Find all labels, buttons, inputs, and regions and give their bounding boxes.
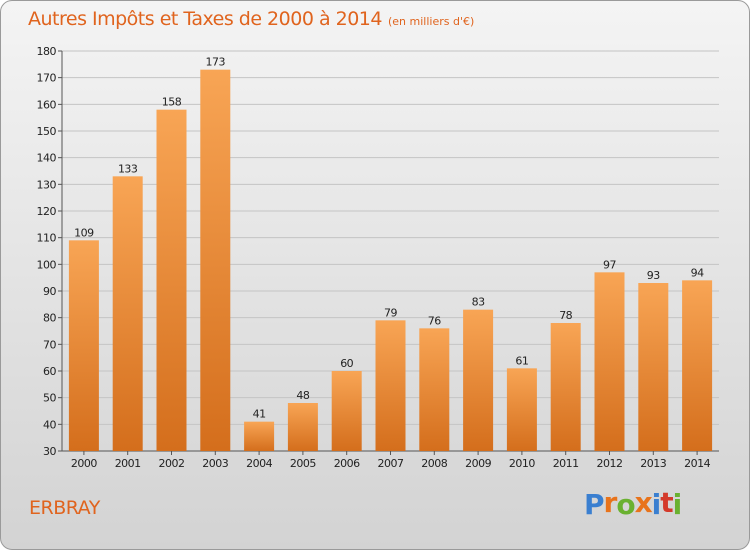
y-tick-label: 40 xyxy=(43,418,56,431)
x-tick-label: 2007 xyxy=(378,457,404,470)
x-tick-label: 2004 xyxy=(246,457,272,470)
value-label: 133 xyxy=(118,162,138,175)
bar xyxy=(419,328,450,451)
x-tick-label: 2011 xyxy=(553,457,579,470)
value-label: 83 xyxy=(472,296,485,309)
y-tick-label: 140 xyxy=(37,152,57,165)
bar xyxy=(682,280,713,451)
x-tick-label: 2001 xyxy=(115,457,141,470)
chart-title: Autres Impôts et Taxes de 2000 à 2014 (en… xyxy=(28,8,474,30)
logo-letter: o xyxy=(616,488,635,521)
value-label: 61 xyxy=(515,354,528,367)
y-tick-label: 90 xyxy=(43,285,56,298)
logo-letter: t xyxy=(660,486,673,519)
y-tick-label: 120 xyxy=(37,205,57,218)
value-labels: 109 133 158 173 41 48 60 79 76 83 61 78 97 93 94 xyxy=(74,56,704,421)
logo-letter: P xyxy=(584,488,605,521)
y-tick-label: 100 xyxy=(37,258,57,271)
value-label: 60 xyxy=(340,357,353,370)
value-label: 97 xyxy=(603,258,616,271)
value-label: 158 xyxy=(162,96,182,109)
bar xyxy=(375,320,406,451)
x-tick-label: 2000 xyxy=(71,457,97,470)
value-label: 78 xyxy=(559,309,572,322)
bar xyxy=(638,283,669,451)
value-label: 41 xyxy=(253,408,266,421)
value-label: 94 xyxy=(691,266,704,279)
y-tick-label: 170 xyxy=(37,72,57,85)
x-tick-label: 2002 xyxy=(159,457,185,470)
y-tick-label: 30 xyxy=(43,445,56,458)
bar xyxy=(68,240,99,451)
bar xyxy=(112,176,143,452)
y-tick-label: 150 xyxy=(37,125,57,138)
commune-name: ERBRAY xyxy=(29,497,100,519)
x-tick-label: 2006 xyxy=(334,457,360,470)
y-tick-label: 160 xyxy=(37,98,57,111)
bars xyxy=(68,69,713,452)
value-label: 79 xyxy=(384,306,397,319)
y-tick-label: 80 xyxy=(43,312,56,325)
value-label: 76 xyxy=(428,314,441,327)
proxiti-logo[interactable]: Proxiti xyxy=(584,486,683,521)
bar xyxy=(156,109,187,452)
x-tick-label: 2008 xyxy=(421,457,447,470)
y-tick-label: 70 xyxy=(43,338,56,351)
logo-letter: r xyxy=(603,486,618,519)
bar xyxy=(550,323,581,451)
bar xyxy=(463,309,494,451)
logo-letter: x xyxy=(634,486,653,519)
y-tick-label: 110 xyxy=(37,232,57,245)
bar xyxy=(200,69,231,452)
chart-title-text: Autres Impôts et Taxes de 2000 à 2014 xyxy=(28,8,383,30)
bar xyxy=(331,371,362,451)
y-tick-label: 60 xyxy=(43,365,56,378)
logo-letter: i xyxy=(672,488,683,521)
y-tick-label: 130 xyxy=(37,178,57,191)
x-tick-label: 2009 xyxy=(465,457,491,470)
x-tick-label: 2010 xyxy=(509,457,535,470)
bar xyxy=(506,368,537,451)
bar xyxy=(244,421,275,451)
tick-labels: 30 40 50 60 70 80 90 100 110 120 130 140 150 160 170 18… xyxy=(37,45,712,470)
value-label: 173 xyxy=(206,56,226,69)
y-tick-label: 180 xyxy=(37,45,57,58)
chart-subtitle: (en milliers d'€) xyxy=(388,15,475,28)
value-label: 93 xyxy=(647,269,660,282)
bar xyxy=(594,272,625,451)
x-tick-label: 2003 xyxy=(202,457,228,470)
x-tick-label: 2012 xyxy=(597,457,623,470)
bar xyxy=(287,403,318,451)
y-tick-label: 50 xyxy=(43,392,56,405)
value-label: 109 xyxy=(74,226,94,239)
x-tick-label: 2014 xyxy=(684,457,710,470)
logo-letter: i xyxy=(651,488,662,521)
x-tick-label: 2005 xyxy=(290,457,316,470)
x-tick-label: 2013 xyxy=(640,457,666,470)
value-label: 48 xyxy=(296,389,309,402)
